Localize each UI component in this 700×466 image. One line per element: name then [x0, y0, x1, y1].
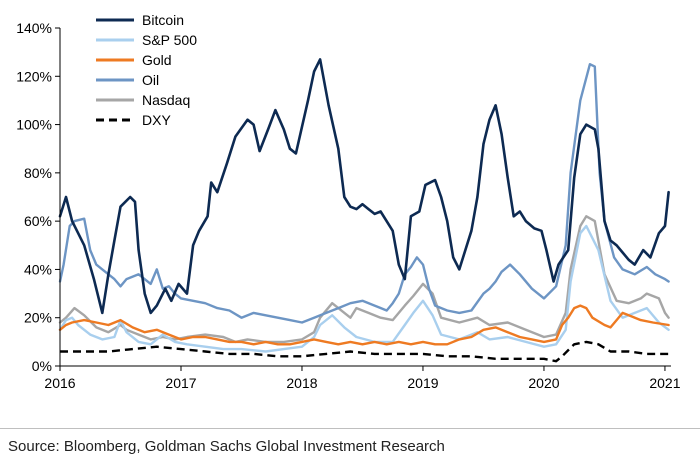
legend-label: S&P 500 — [142, 32, 197, 48]
legend-label: DXY — [142, 112, 171, 128]
x-tick-label: 2020 — [528, 375, 559, 391]
y-tick-label: 20% — [24, 310, 52, 326]
x-tick-label: 2018 — [286, 375, 317, 391]
x-axis-ticks: 2016 2017 2018 2019 2020 2021 — [44, 366, 681, 391]
source-note: Source: Bloomberg, Goldman Sachs Global … — [8, 438, 445, 455]
series-line-bitcoin — [58, 58, 670, 315]
series-layer — [58, 58, 670, 363]
y-tick-label: 140% — [16, 20, 52, 36]
y-tick-label: 120% — [16, 68, 52, 84]
x-tick-label: 2021 — [649, 375, 680, 391]
legend-label: Bitcoin — [142, 12, 184, 28]
source-divider — [0, 428, 700, 429]
legend-label: Gold — [142, 52, 172, 68]
legend-label: Nasdaq — [142, 92, 190, 108]
series-line-nasdaq — [58, 215, 670, 344]
y-tick-label: 100% — [16, 117, 52, 133]
series-line-s-p-500 — [58, 224, 670, 353]
y-tick-label: 60% — [24, 213, 52, 229]
x-tick-label: 2016 — [44, 375, 75, 391]
y-tick-label: 0% — [32, 358, 52, 374]
series-line-gold — [58, 304, 670, 346]
legend-label: Oil — [142, 72, 159, 88]
y-axis-ticks: 0% 20% 40% 60% 80% 100% 120% 140% — [16, 20, 60, 374]
series-line-dxy — [60, 340, 669, 363]
y-tick-label: 80% — [24, 165, 52, 181]
x-tick-label: 2019 — [407, 375, 438, 391]
x-tick-label: 2017 — [165, 375, 196, 391]
y-tick-label: 40% — [24, 261, 52, 277]
chart-legend: Bitcoin S&P 500 Gold Oil Nasdaq DXY — [96, 12, 197, 128]
